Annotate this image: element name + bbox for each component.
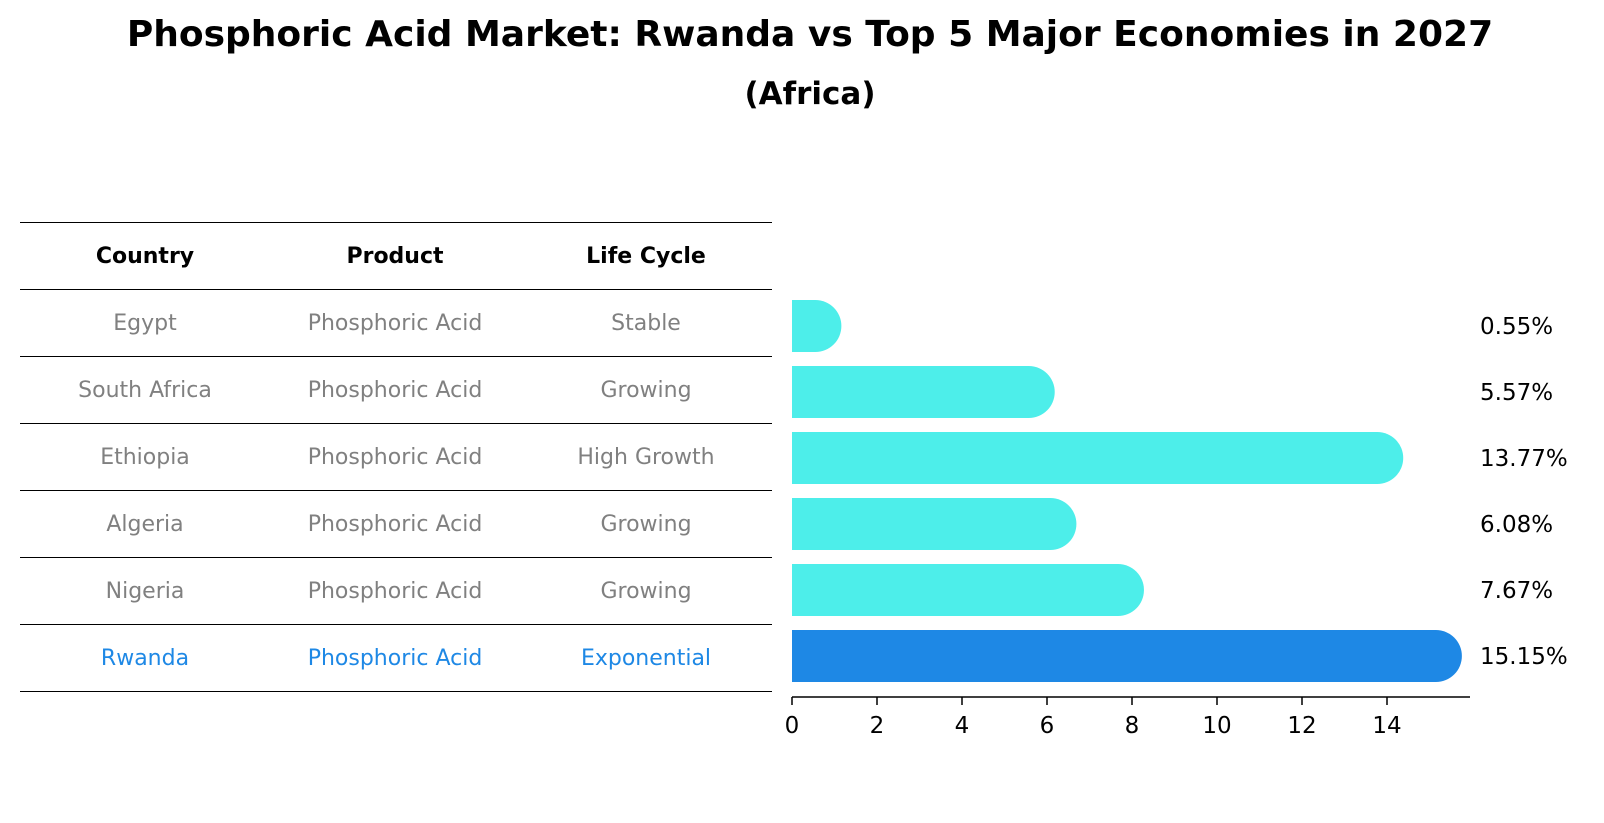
bar-rwanda — [792, 630, 1462, 682]
life-cycle-cell: Growing — [520, 490, 772, 558]
data-table: Country Product Life Cycle Egypt Phospho… — [20, 222, 772, 692]
life-cycle-cell: Stable — [520, 289, 772, 357]
x-tick-label: 14 — [1372, 713, 1401, 739]
bar-algeria — [792, 498, 1077, 550]
value-label: 7.67% — [1480, 578, 1553, 604]
table-row: Ethiopia Phosphoric Acid High Growth — [20, 423, 772, 491]
x-tick-label: 8 — [1125, 713, 1140, 739]
bar-ethiopia — [792, 432, 1404, 484]
table-row: Egypt Phosphoric Acid Stable — [20, 289, 772, 357]
country-cell: Rwanda — [20, 624, 270, 692]
x-tick-label: 12 — [1287, 713, 1316, 739]
table-row: South Africa Phosphoric Acid Growing — [20, 356, 772, 424]
life-cycle-cell: Growing — [520, 557, 772, 625]
value-label: 13.77% — [1480, 446, 1568, 472]
x-tick-label: 4 — [955, 713, 970, 739]
value-label: 15.15% — [1480, 644, 1568, 670]
x-tick-label: 0 — [785, 713, 800, 739]
life-cycle-cell: High Growth — [520, 423, 772, 491]
country-cell: Algeria — [20, 490, 270, 558]
value-label: 6.08% — [1480, 512, 1553, 538]
column-header-country: Country — [20, 222, 270, 290]
table-row: Algeria Phosphoric Acid Growing — [20, 490, 772, 558]
life-cycle-cell: Exponential — [520, 624, 772, 692]
bar-south-africa — [792, 366, 1055, 418]
value-label: 5.57% — [1480, 380, 1553, 406]
country-cell: Nigeria — [20, 557, 270, 625]
table-header-row: Country Product Life Cycle — [20, 222, 772, 290]
country-cell: Ethiopia — [20, 423, 270, 491]
x-tick-label: 2 — [870, 713, 885, 739]
chart-title: Phosphoric Acid Market: Rwanda vs Top 5 … — [126, 14, 1494, 55]
x-tick-label: 6 — [1040, 713, 1055, 739]
country-cell: Egypt — [20, 289, 270, 357]
x-tick-label: 10 — [1202, 713, 1231, 739]
column-header-life-cycle: Life Cycle — [520, 222, 772, 290]
country-cell: South Africa — [20, 356, 270, 424]
table-row: Nigeria Phosphoric Acid Growing — [20, 557, 772, 625]
product-cell: Phosphoric Acid — [270, 289, 520, 357]
product-cell: Phosphoric Acid — [270, 423, 520, 491]
bar-nigeria — [792, 564, 1144, 616]
chart-subtitle: (Africa) — [744, 76, 876, 112]
product-cell: Phosphoric Acid — [270, 356, 520, 424]
product-cell: Phosphoric Acid — [270, 490, 520, 558]
column-header-product: Product — [270, 222, 520, 290]
product-cell: Phosphoric Acid — [270, 557, 520, 625]
product-cell: Phosphoric Acid — [270, 624, 520, 692]
value-label: 0.55% — [1480, 314, 1553, 340]
bar-egypt — [792, 300, 842, 352]
table-row-highlighted: Rwanda Phosphoric Acid Exponential — [20, 624, 772, 692]
